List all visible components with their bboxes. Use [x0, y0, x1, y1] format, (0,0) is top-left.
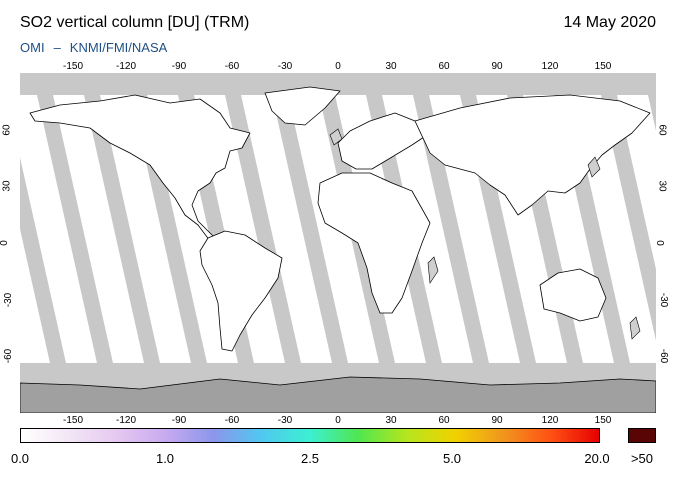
left-lat-tick: -30	[3, 292, 15, 307]
coastlines	[20, 86, 656, 413]
top-lon-tick: 0	[335, 61, 341, 72]
right-lat-tick: 0	[653, 240, 665, 246]
bottom-lon-tick: 90	[491, 415, 503, 426]
bottom-lon-tick: 60	[438, 415, 450, 426]
new-zealand-island	[629, 316, 641, 340]
top-lon-tick: 60	[438, 61, 450, 72]
right-lat-tick: -30	[658, 292, 670, 307]
islands	[329, 128, 641, 340]
left-lat-tick: -60	[3, 349, 15, 364]
right-lat-tick: -60	[658, 349, 670, 364]
bottom-lon-tick: -60	[224, 415, 240, 426]
left-lat-tick: 30	[1, 180, 13, 192]
colorbar-label: 20.0	[584, 451, 610, 466]
top-lon-tick: 150	[594, 61, 612, 72]
top-lon-tick: -120	[115, 61, 137, 72]
no-data-swath	[272, 95, 348, 363]
right-lat-tick: 30	[656, 180, 668, 192]
bottom-lon-tick: -30	[277, 415, 293, 426]
top-lon-tick: -60	[224, 61, 240, 72]
no-data-swath	[84, 95, 160, 363]
bottom-lon-tick: 120	[541, 415, 559, 426]
colorbar-label: 5.0	[442, 451, 462, 466]
colorbar-overflow-label: >50	[630, 451, 654, 466]
top-lon-tick: -30	[277, 61, 293, 72]
credit-separator: –	[53, 40, 61, 55]
south-america-coast	[199, 230, 283, 352]
greenland-coast	[264, 86, 341, 126]
bottom-lon-tick: -150	[62, 415, 84, 426]
so2-world-map	[20, 73, 656, 413]
colorbar-label: 2.5	[300, 451, 320, 466]
top-lon-tick: 30	[385, 61, 397, 72]
credit-instrument: OMI	[20, 40, 45, 55]
uk-island	[329, 128, 343, 146]
bottom-lon-tick: -120	[115, 415, 137, 426]
top-lon-tick: -150	[62, 61, 84, 72]
bottom-lon-tick: -90	[171, 415, 187, 426]
colorbar-gradient	[20, 428, 600, 443]
colorbar-overflow-swatch	[628, 428, 656, 443]
top-lon-tick: 90	[491, 61, 503, 72]
africa-coast	[317, 172, 431, 314]
map-title: SO2 vertical column [DU] (TRM)	[20, 14, 250, 31]
colorbar-label: 0.0	[10, 451, 30, 466]
no-data-swath	[601, 95, 656, 341]
north-polar-no-data	[20, 73, 656, 95]
no-data-swath	[225, 95, 301, 363]
credit-agencies: KNMI/FMI/NASA	[69, 40, 168, 55]
no-data-swath	[20, 157, 66, 363]
madagascar-island	[427, 256, 439, 284]
bottom-lon-tick: 0	[335, 415, 341, 426]
top-lon-tick: 120	[541, 61, 559, 72]
antarctica-coast	[20, 376, 656, 413]
left-lat-tick: 60	[1, 124, 13, 136]
left-lat-tick: 0	[0, 238, 10, 248]
japan-island	[587, 156, 601, 178]
bottom-lon-tick: 30	[385, 415, 397, 426]
top-lon-tick: -90	[171, 61, 187, 72]
colorbar-label: 1.0	[155, 451, 175, 466]
so2-colorbar	[20, 428, 600, 443]
data-credit: OMI – KNMI/FMI/NASA	[20, 40, 167, 55]
asia-coast	[414, 94, 651, 216]
no-data-swath	[413, 95, 489, 363]
no-data-swath	[37, 95, 113, 363]
map-date: 14 May 2020	[563, 14, 656, 31]
bottom-lon-tick: 150	[594, 415, 612, 426]
australia-coast	[539, 268, 607, 322]
right-lat-tick: 60	[656, 124, 668, 136]
north-america-coast	[29, 94, 251, 242]
europe-coast	[337, 112, 431, 170]
